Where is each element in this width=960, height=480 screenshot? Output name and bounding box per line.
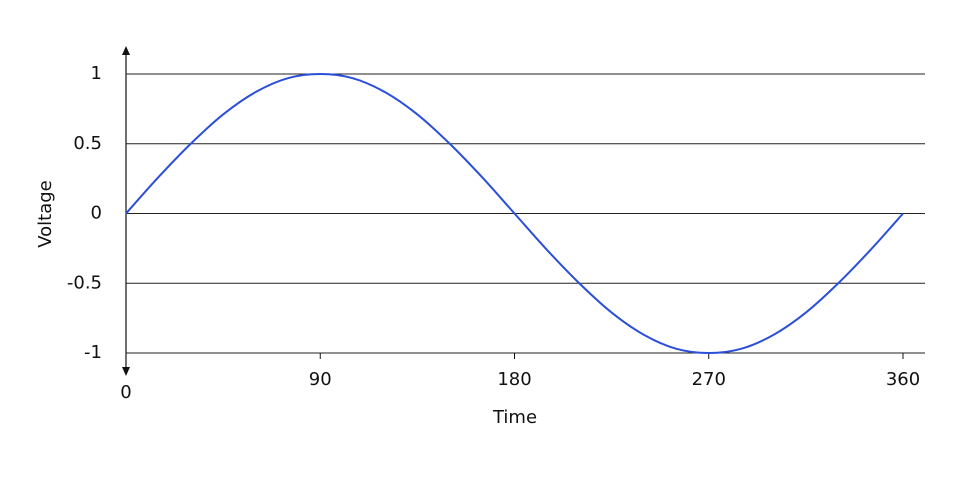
x-tick-label: 360 — [886, 369, 920, 390]
y-tick-label: -0.5 — [67, 272, 102, 293]
x-tick-label: 180 — [497, 369, 531, 390]
y-axis-label: Voltage — [35, 180, 56, 248]
x-tick-label: 0 — [120, 382, 131, 403]
y-axis-arrow-down — [122, 367, 130, 376]
x-tick-label: 90 — [309, 369, 332, 390]
x-tick-label: 270 — [692, 369, 726, 390]
x-axis-label: Time — [492, 407, 537, 428]
y-tick-label: 0 — [91, 203, 102, 224]
y-tick-label: 0.5 — [73, 133, 102, 154]
y-axis-arrow-up — [122, 46, 130, 55]
data-line — [125, 72, 904, 355]
y-tick-label: 1 — [91, 63, 102, 84]
y-tick-label: -1 — [84, 342, 102, 363]
